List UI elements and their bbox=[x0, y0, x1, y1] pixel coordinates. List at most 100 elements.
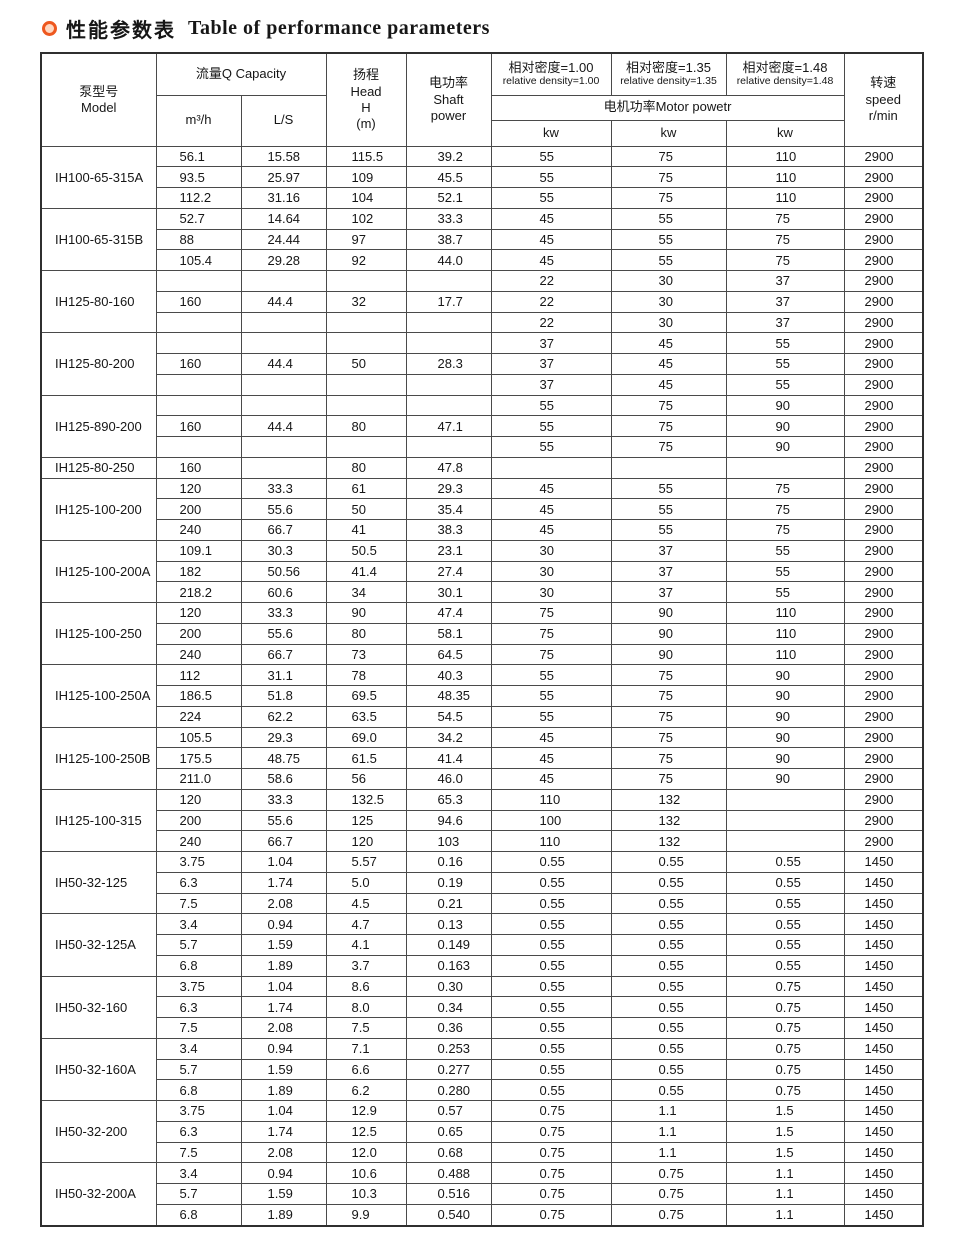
speed-cell: 2900 bbox=[843, 498, 924, 520]
table-row: 218.2 60.6 34 30.1 30 37 55 2900 bbox=[41, 581, 924, 603]
table-row: 7.5 2.08 12.0 0.68 0.75 1.1 1.5 1450 bbox=[41, 1141, 924, 1164]
table-row: 6.3 1.74 12.5 0.65 0.75 1.1 1.5 1450 bbox=[41, 1120, 924, 1143]
model-cell: IH125-100-200 bbox=[40, 477, 157, 541]
kw-density-148-cell: 90 bbox=[725, 747, 845, 769]
head-cell: 9.9 bbox=[325, 1203, 407, 1227]
table-row: IH100-65-315A 56.1 15.58 115.5 39.2 55 75 110 29… bbox=[40, 145, 924, 209]
capacity-ls-cell: 33.3 bbox=[240, 477, 327, 500]
capacity-m3h-cell: 93.5 bbox=[155, 166, 242, 188]
speed-cell: 2900 bbox=[843, 519, 924, 541]
capacity-ls-cell: 2.08 bbox=[240, 892, 327, 915]
kw-density-148-cell: 1.1 bbox=[725, 1183, 845, 1205]
kw-density-135-cell: 0.55 bbox=[610, 1037, 727, 1060]
head-cell: 61 bbox=[325, 477, 407, 500]
capacity-ls-cell: 62.2 bbox=[240, 705, 327, 728]
kw-density-135-cell: 0.55 bbox=[610, 1079, 727, 1101]
header-density-100-en: relative density=1.00 bbox=[502, 75, 600, 88]
kw-density-100-cell: 55 bbox=[490, 664, 612, 686]
kw-density-148-cell: 1.5 bbox=[725, 1141, 845, 1164]
kw-density-100-cell: 45 bbox=[490, 477, 612, 500]
shaft-power-cell: 0.13 bbox=[405, 913, 492, 935]
kw-density-135-cell: 55 bbox=[610, 228, 727, 251]
shaft-power-cell: 0.68 bbox=[405, 1141, 492, 1164]
kw-density-148-cell: 55 bbox=[725, 353, 845, 375]
table-row: 112.2 31.16 104 52.1 55 75 110 2900 bbox=[41, 187, 924, 209]
head-cell: 32 bbox=[325, 290, 407, 313]
table-row: 224 62.2 63.5 54.5 55 75 90 2900 bbox=[41, 705, 924, 728]
model-cell: IH50-32-125 bbox=[40, 850, 157, 915]
capacity-m3h-cell bbox=[155, 311, 242, 334]
table-row: 105.4 29.28 92 44.0 45 55 75 2900 bbox=[41, 249, 924, 271]
capacity-ls-cell: 1.59 bbox=[240, 1183, 327, 1205]
shaft-power-cell: 0.280 bbox=[405, 1079, 492, 1101]
table-row: IH50-32-125 3.75 1.04 5.57 0.16 0.55 0.55 0.55 1… bbox=[40, 850, 924, 915]
model-cell: IH125-100-315 bbox=[40, 788, 157, 853]
kw-density-100-cell: 0.55 bbox=[490, 871, 612, 894]
shaft-power-cell: 0.34 bbox=[405, 996, 492, 1018]
shaft-power-cell: 40.3 bbox=[405, 664, 492, 686]
kw-density-100-cell: 22 bbox=[490, 270, 612, 292]
kw-density-148-cell bbox=[725, 788, 845, 811]
capacity-m3h-cell: 175.5 bbox=[155, 747, 242, 769]
capacity-m3h-cell: 3.4 bbox=[155, 1162, 242, 1184]
shaft-power-cell: 27.4 bbox=[405, 560, 492, 583]
kw-density-100-cell: 55 bbox=[490, 394, 612, 417]
capacity-m3h-cell bbox=[155, 270, 242, 292]
capacity-ls-cell: 31.1 bbox=[240, 664, 327, 686]
table-row: 6.8 1.89 9.9 0.540 0.75 0.75 1.1 1450 bbox=[41, 1203, 924, 1227]
capacity-m3h-cell: 88 bbox=[155, 228, 242, 251]
shaft-power-cell: 35.4 bbox=[405, 498, 492, 520]
shaft-power-cell: 0.57 bbox=[405, 1100, 492, 1122]
kw-density-148-cell: 1.1 bbox=[725, 1162, 845, 1184]
speed-cell: 2900 bbox=[843, 353, 924, 375]
table-row: IH125-100-250 120 33.3 90 47.4 75 90 110 2900 bbox=[40, 601, 924, 666]
head-cell bbox=[325, 270, 407, 292]
head-cell: 120 bbox=[325, 830, 407, 852]
head-cell: 92 bbox=[325, 249, 407, 271]
kw-density-100-cell: 55 bbox=[490, 685, 612, 707]
kw-density-135-cell: 55 bbox=[610, 249, 727, 271]
kw-density-100-cell: 75 bbox=[490, 622, 612, 645]
table-row: IH125-890-200 55 75 90 2900 bbox=[40, 394, 924, 458]
kw-density-148-cell: 1.5 bbox=[725, 1100, 845, 1122]
speed-cell: 2900 bbox=[843, 145, 924, 168]
capacity-ls-cell: 55.6 bbox=[240, 809, 327, 832]
shaft-power-cell: 44.0 bbox=[405, 249, 492, 271]
model-cell: IH125-80-250 bbox=[40, 456, 157, 479]
capacity-m3h-cell: 160 bbox=[155, 415, 242, 437]
shaft-power-cell bbox=[405, 332, 492, 354]
capacity-ls-cell: 48.75 bbox=[240, 747, 327, 769]
header-m3h: m³/h bbox=[155, 94, 242, 147]
kw-density-148-cell: 90 bbox=[725, 768, 845, 790]
capacity-ls-cell: 1.59 bbox=[240, 934, 327, 956]
kw-density-148-cell: 110 bbox=[725, 166, 845, 188]
kw-density-148-cell: 0.55 bbox=[725, 954, 845, 977]
speed-cell: 1450 bbox=[843, 954, 924, 977]
kw-density-100-cell: 0.75 bbox=[490, 1141, 612, 1164]
table-row: 22 30 37 2900 bbox=[41, 311, 924, 334]
kw-density-100-cell: 45 bbox=[490, 768, 612, 790]
kw-density-135-cell: 55 bbox=[610, 477, 727, 500]
kw-density-135-cell: 132 bbox=[610, 809, 727, 832]
capacity-ls-cell: 44.4 bbox=[240, 290, 327, 313]
head-cell: 10.3 bbox=[325, 1183, 407, 1205]
speed-cell: 1450 bbox=[843, 1203, 924, 1227]
kw-density-148-cell: 75 bbox=[725, 477, 845, 500]
speed-cell: 2900 bbox=[843, 477, 924, 500]
speed-cell: 2900 bbox=[843, 415, 924, 437]
capacity-m3h-cell: 3.75 bbox=[155, 975, 242, 998]
capacity-m3h-cell: 112 bbox=[155, 664, 242, 686]
speed-cell: 2900 bbox=[843, 602, 924, 624]
speed-cell: 1450 bbox=[843, 1058, 924, 1081]
model-cell: IH125-890-200 bbox=[40, 394, 157, 458]
kw-density-135-cell: 0.75 bbox=[610, 1203, 727, 1227]
shaft-power-cell: 38.3 bbox=[405, 519, 492, 541]
kw-density-148-cell: 0.75 bbox=[725, 1017, 845, 1039]
kw-density-148-cell: 55 bbox=[725, 539, 845, 562]
shaft-power-cell: 45.5 bbox=[405, 166, 492, 188]
header-kw-2: kw bbox=[610, 119, 727, 147]
kw-density-135-cell: 55 bbox=[610, 207, 727, 230]
capacity-m3h-cell: 5.7 bbox=[155, 1058, 242, 1081]
shaft-power-cell: 0.488 bbox=[405, 1162, 492, 1184]
kw-density-135-cell: 75 bbox=[610, 436, 727, 458]
